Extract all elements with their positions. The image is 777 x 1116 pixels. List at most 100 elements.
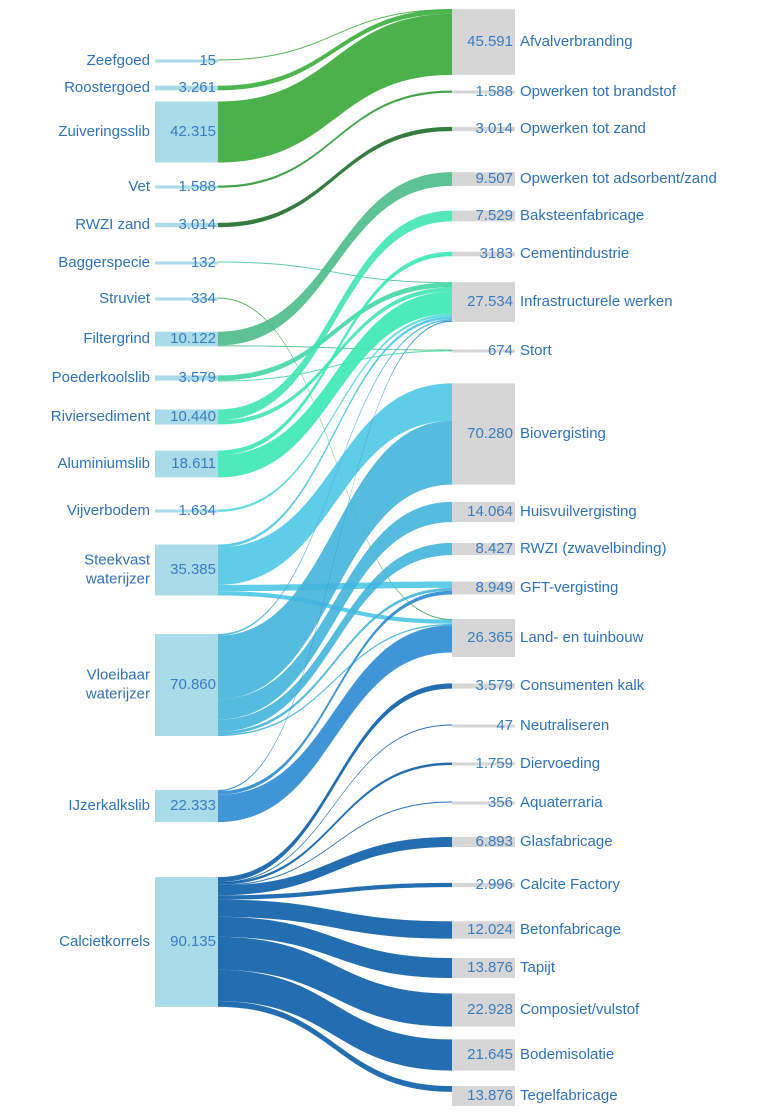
flow-link — [218, 899, 452, 939]
target-node — [452, 501, 515, 523]
flow-link — [218, 801, 452, 886]
target-value: 3.579 — [475, 677, 513, 694]
source-node — [155, 509, 218, 513]
target-node — [452, 581, 515, 595]
target-value: 22.928 — [467, 1001, 513, 1018]
node-label: Aquaterraria — [520, 794, 603, 811]
source-value: 42.315 — [170, 123, 216, 140]
source-value: 132 — [191, 254, 216, 271]
target-node — [452, 619, 515, 657]
flow-link — [218, 1001, 452, 1092]
target-node — [452, 282, 515, 322]
node-label: Riviersediment — [51, 408, 151, 425]
target-value: 6.893 — [475, 833, 513, 850]
source-value: 10.440 — [170, 408, 216, 425]
flow-link — [218, 350, 452, 382]
node-label: Filtergrind — [83, 330, 150, 347]
node-label: Steekvast waterijzer — [84, 551, 151, 587]
target-node — [452, 724, 515, 728]
target-node — [452, 921, 515, 939]
source-value: 90.135 — [170, 933, 216, 950]
flow-link — [218, 320, 452, 792]
source-value: 15 — [199, 52, 216, 69]
source-node — [155, 59, 218, 63]
flow-link — [218, 587, 452, 735]
node-label: Bodemisolatie — [520, 1046, 614, 1063]
target-node — [452, 383, 515, 485]
source-value: 3.014 — [178, 216, 216, 233]
target-value: 1.588 — [475, 83, 513, 100]
target-node — [452, 882, 515, 888]
target-value: 7.529 — [475, 207, 513, 224]
target-value: 3.014 — [475, 120, 513, 137]
node-label: Opwerken tot brandstof — [520, 83, 677, 100]
node-label: Land- en tuinbouw — [520, 629, 644, 646]
source-value: 3.579 — [178, 369, 216, 386]
target-value: 674 — [488, 342, 513, 359]
flow-link — [218, 126, 452, 228]
flow-link — [218, 420, 452, 700]
source-node — [155, 85, 218, 91]
target-value: 45.591 — [467, 33, 513, 50]
source-value: 334 — [191, 290, 216, 307]
source-node — [155, 877, 218, 1007]
target-value: 21.645 — [467, 1046, 513, 1063]
nodes — [155, 9, 515, 1106]
node-label: Calcite Factory — [520, 876, 621, 893]
links — [218, 9, 452, 1092]
flow-link — [218, 172, 452, 346]
node-label: Opwerken tot adsorbent/zand — [520, 170, 717, 187]
source-node — [155, 544, 218, 596]
target-node — [452, 172, 515, 186]
flow-link — [218, 625, 452, 823]
target-value: 26.365 — [467, 629, 513, 646]
flow-link — [218, 90, 452, 188]
flow-link — [218, 313, 452, 512]
node-label: Baggerspecie — [58, 254, 150, 271]
node-label: Infrastructurele werken — [520, 293, 673, 310]
node-label: Consumenten kalk — [520, 677, 645, 694]
node-label: Afvalverbranding — [520, 33, 633, 50]
flow-link — [218, 623, 452, 737]
node-label: Diervoeding — [520, 755, 600, 772]
node-label: IJzerkalkslib — [68, 797, 150, 814]
flow-link — [218, 319, 452, 636]
source-value: 22.333 — [170, 797, 216, 814]
node-label: Opwerken tot zand — [520, 120, 646, 137]
source-node — [155, 331, 218, 347]
flow-link — [218, 210, 452, 421]
flow-link — [218, 9, 452, 61]
target-value: 13.876 — [467, 959, 513, 976]
target-node — [452, 993, 515, 1027]
source-value: 10.122 — [170, 330, 216, 347]
source-node — [155, 261, 218, 265]
node-label: Tapijt — [520, 959, 556, 976]
flow-link — [218, 936, 452, 1027]
node-label: Stort — [520, 342, 553, 359]
source-value: 18.611 — [171, 455, 216, 472]
source-node — [155, 297, 218, 301]
target-node — [452, 762, 515, 766]
flow-link — [218, 762, 452, 885]
node-label: Huisvuilvergisting — [520, 503, 637, 520]
target-node — [452, 801, 515, 805]
flow-link — [218, 261, 452, 284]
target-node — [452, 683, 515, 689]
target-node — [452, 1039, 515, 1071]
source-node — [155, 633, 218, 737]
target-value: 9.507 — [475, 170, 513, 187]
node-label: Zuiveringsslib — [58, 123, 150, 140]
target-value: 47 — [496, 717, 513, 734]
node-label: Composiet/vulstof — [520, 1001, 640, 1018]
target-value: 8.427 — [475, 540, 513, 557]
flow-link — [218, 251, 452, 456]
node-label: Glasfabricage — [520, 833, 613, 850]
node-label: RWZI zand — [75, 216, 150, 233]
flow-link — [218, 9, 452, 91]
node-label: Struviet — [99, 290, 151, 307]
flow-link — [218, 590, 452, 795]
node-label: Poederkoolslib — [52, 369, 150, 386]
target-value: 8.949 — [475, 579, 513, 596]
target-value: 2.996 — [475, 876, 513, 893]
